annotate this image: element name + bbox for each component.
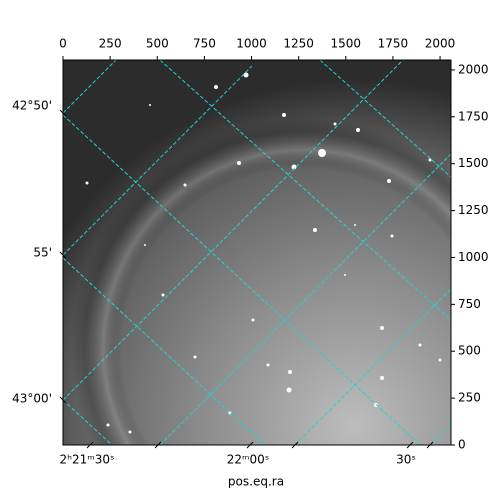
world-tick — [291, 441, 299, 449]
star — [286, 387, 292, 393]
image — [63, 60, 451, 445]
star — [356, 128, 360, 132]
star — [438, 358, 442, 362]
ra-tick-label: 2ʰ21ᵐ30ˢ — [60, 453, 115, 467]
world-tick — [59, 109, 67, 117]
world-tick — [426, 441, 434, 449]
x-tick-label: 1500 — [331, 37, 362, 51]
y-tick-label: 750 — [458, 297, 481, 311]
y-tick-label: 1000 — [458, 250, 489, 264]
star — [288, 370, 292, 374]
x-tick-label: 750 — [193, 37, 216, 51]
ra-tick-label: 22ᵐ00ˢ — [227, 453, 270, 467]
dec-tick-label: 42°50' — [12, 99, 52, 113]
star — [183, 183, 187, 187]
y-tick-label: 1750 — [458, 109, 489, 123]
star — [318, 149, 326, 157]
y-tick-label: 250 — [458, 391, 481, 405]
x-tick-label: 500 — [146, 37, 169, 51]
star — [266, 363, 270, 367]
star — [428, 158, 432, 162]
y-tick-label: 1500 — [458, 156, 489, 170]
y-tick-label: 2000 — [458, 62, 489, 76]
star — [344, 274, 346, 276]
star — [106, 423, 110, 427]
world-tick — [246, 441, 254, 449]
star — [291, 164, 297, 170]
star — [237, 161, 241, 165]
dec-tick-label: 55' — [33, 246, 52, 260]
star — [193, 355, 197, 359]
star — [380, 376, 384, 380]
star — [251, 318, 255, 322]
world-tick — [59, 251, 67, 259]
y-tick-label: 0 — [458, 438, 466, 452]
star — [418, 343, 422, 347]
x-axis-label: pos.eq.ra — [228, 475, 284, 489]
star — [128, 430, 132, 434]
star — [282, 113, 286, 117]
y-tick-label: 500 — [458, 344, 481, 358]
world-tick — [59, 396, 67, 404]
world-tick — [406, 441, 414, 449]
x-tick-label: 1250 — [283, 37, 314, 51]
star — [214, 85, 218, 89]
star — [144, 244, 146, 246]
star — [390, 234, 394, 238]
ra-tick-label: 30ˢ — [396, 453, 416, 467]
world-tick — [86, 441, 94, 449]
y-tick-label: 1250 — [458, 203, 489, 217]
dec-tick-label: 43°00' — [12, 392, 52, 406]
star — [85, 181, 89, 185]
world-tick — [154, 441, 162, 449]
star — [149, 104, 151, 106]
star — [387, 179, 391, 183]
star — [354, 224, 356, 226]
star — [313, 228, 317, 232]
star — [243, 72, 249, 78]
frame — [62, 59, 452, 446]
x-tick-label: 0 — [59, 37, 67, 51]
star — [333, 122, 337, 126]
x-tick-label: 1750 — [378, 37, 409, 51]
x-tick-label: 1000 — [236, 37, 267, 51]
x-tick-label: 250 — [99, 37, 122, 51]
x-tick-label: 2000 — [425, 37, 456, 51]
star — [161, 293, 165, 297]
star — [380, 326, 384, 330]
